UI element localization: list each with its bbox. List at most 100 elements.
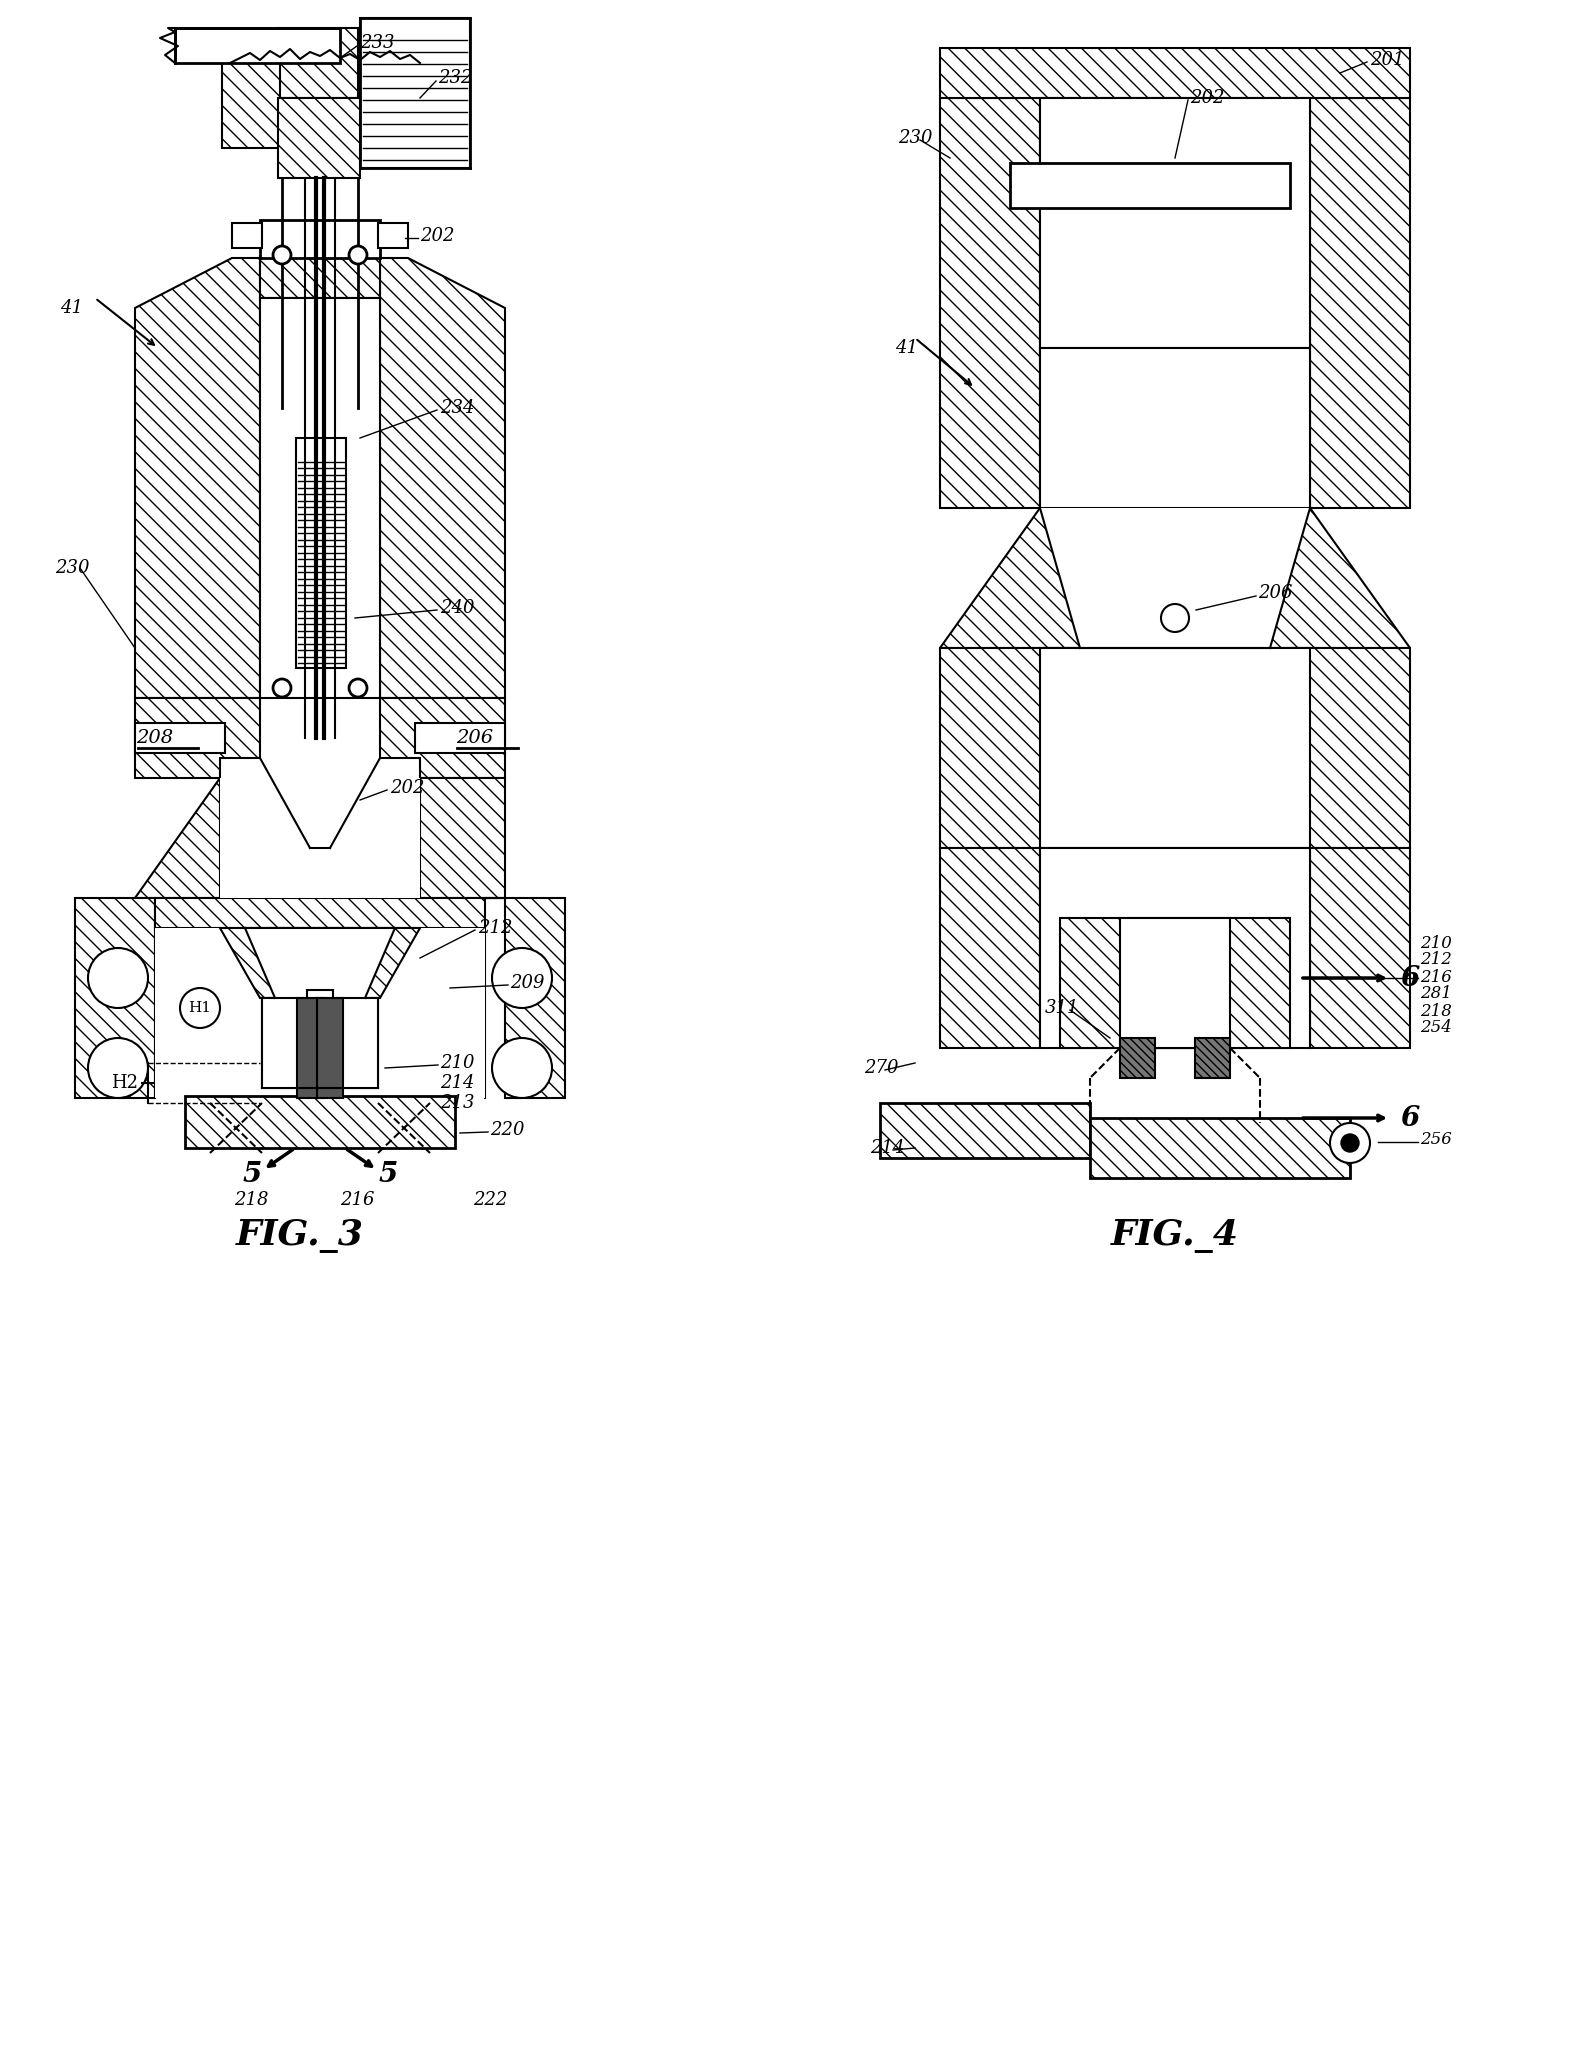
Bar bbox=[233, 223, 263, 248]
Text: H2: H2 bbox=[112, 1073, 138, 1092]
Circle shape bbox=[181, 987, 220, 1028]
Bar bbox=[1060, 918, 1291, 1049]
Text: 216: 216 bbox=[340, 1192, 374, 1208]
Bar bbox=[1195, 1038, 1229, 1077]
Text: 254: 254 bbox=[1420, 1020, 1453, 1036]
Text: 210: 210 bbox=[1420, 934, 1453, 952]
Text: 206: 206 bbox=[1258, 584, 1292, 602]
Bar bbox=[360, 18, 470, 168]
Bar bbox=[1041, 98, 1309, 348]
Polygon shape bbox=[940, 647, 1080, 848]
Text: 214: 214 bbox=[869, 1139, 904, 1157]
Text: 209: 209 bbox=[509, 975, 544, 991]
Bar bbox=[156, 897, 486, 928]
Bar bbox=[263, 997, 377, 1087]
Text: 214: 214 bbox=[440, 1073, 475, 1092]
Polygon shape bbox=[940, 508, 1410, 647]
Circle shape bbox=[274, 680, 291, 696]
Text: 212: 212 bbox=[478, 920, 512, 938]
Polygon shape bbox=[75, 897, 156, 1098]
Bar bbox=[307, 989, 333, 1008]
Text: 281: 281 bbox=[1420, 985, 1453, 1004]
Bar bbox=[343, 997, 377, 1087]
Polygon shape bbox=[135, 778, 220, 897]
Circle shape bbox=[88, 1038, 148, 1098]
Circle shape bbox=[492, 1038, 552, 1098]
Bar bbox=[259, 256, 380, 299]
Text: H1: H1 bbox=[189, 1001, 212, 1016]
Polygon shape bbox=[1309, 848, 1410, 1049]
Text: 216: 216 bbox=[1420, 969, 1453, 985]
Text: 41: 41 bbox=[60, 299, 83, 317]
Text: 5: 5 bbox=[379, 1161, 398, 1188]
Text: 212: 212 bbox=[1420, 952, 1453, 969]
Circle shape bbox=[349, 246, 366, 264]
Text: FIG._4: FIG._4 bbox=[1111, 1219, 1239, 1253]
Polygon shape bbox=[1041, 508, 1309, 647]
Polygon shape bbox=[1270, 647, 1410, 848]
Text: 218: 218 bbox=[234, 1192, 269, 1208]
Polygon shape bbox=[420, 778, 505, 897]
Circle shape bbox=[1330, 1122, 1371, 1163]
Polygon shape bbox=[135, 698, 259, 778]
Text: 218: 218 bbox=[1420, 1004, 1453, 1020]
Circle shape bbox=[492, 948, 552, 1008]
Text: 41: 41 bbox=[894, 340, 918, 356]
Bar bbox=[259, 299, 380, 698]
Text: 201: 201 bbox=[1371, 51, 1404, 70]
Text: 202: 202 bbox=[1190, 88, 1225, 106]
Text: 208: 208 bbox=[137, 729, 173, 748]
Text: 6: 6 bbox=[1401, 965, 1420, 991]
Text: FIG._3: FIG._3 bbox=[236, 1219, 365, 1253]
Bar bbox=[220, 778, 420, 897]
Text: 240: 240 bbox=[440, 598, 475, 616]
Polygon shape bbox=[940, 98, 1041, 508]
Text: 311: 311 bbox=[1045, 999, 1080, 1018]
Text: 206: 206 bbox=[456, 729, 494, 748]
Bar bbox=[156, 928, 486, 1098]
Polygon shape bbox=[380, 258, 505, 698]
Bar bbox=[1009, 164, 1291, 209]
Bar bbox=[297, 997, 322, 1098]
Bar bbox=[296, 438, 346, 668]
Bar bbox=[415, 723, 505, 754]
Circle shape bbox=[1162, 604, 1188, 633]
Text: 232: 232 bbox=[439, 70, 473, 86]
Bar bbox=[880, 1104, 1089, 1157]
Bar bbox=[377, 223, 409, 248]
Polygon shape bbox=[174, 29, 340, 63]
Text: 213: 213 bbox=[440, 1094, 475, 1112]
Bar bbox=[259, 219, 380, 258]
Polygon shape bbox=[220, 928, 420, 997]
Bar bbox=[222, 57, 280, 147]
Polygon shape bbox=[1309, 98, 1410, 508]
Polygon shape bbox=[380, 698, 505, 778]
Text: 230: 230 bbox=[898, 129, 932, 147]
Bar bbox=[318, 997, 343, 1098]
Bar bbox=[185, 1096, 454, 1149]
Circle shape bbox=[349, 680, 366, 696]
Text: 233: 233 bbox=[360, 35, 395, 51]
Bar bbox=[940, 47, 1410, 98]
Polygon shape bbox=[940, 848, 1041, 1049]
Bar bbox=[278, 29, 358, 98]
Circle shape bbox=[1341, 1135, 1360, 1151]
Text: 220: 220 bbox=[490, 1120, 525, 1139]
Bar bbox=[1041, 348, 1309, 508]
Polygon shape bbox=[245, 928, 395, 997]
Circle shape bbox=[88, 948, 148, 1008]
Bar bbox=[1041, 848, 1309, 1049]
Bar bbox=[343, 997, 377, 1087]
Text: 230: 230 bbox=[55, 559, 90, 578]
Text: 5: 5 bbox=[242, 1161, 261, 1188]
Polygon shape bbox=[486, 897, 564, 1098]
Bar bbox=[278, 98, 360, 178]
Polygon shape bbox=[135, 258, 259, 698]
Bar bbox=[135, 723, 225, 754]
Text: 270: 270 bbox=[865, 1059, 899, 1077]
Text: 256: 256 bbox=[1420, 1130, 1453, 1149]
Bar bbox=[1119, 918, 1229, 1049]
Bar bbox=[1041, 647, 1309, 848]
Text: 202: 202 bbox=[420, 227, 454, 246]
Bar bbox=[1089, 1118, 1350, 1178]
